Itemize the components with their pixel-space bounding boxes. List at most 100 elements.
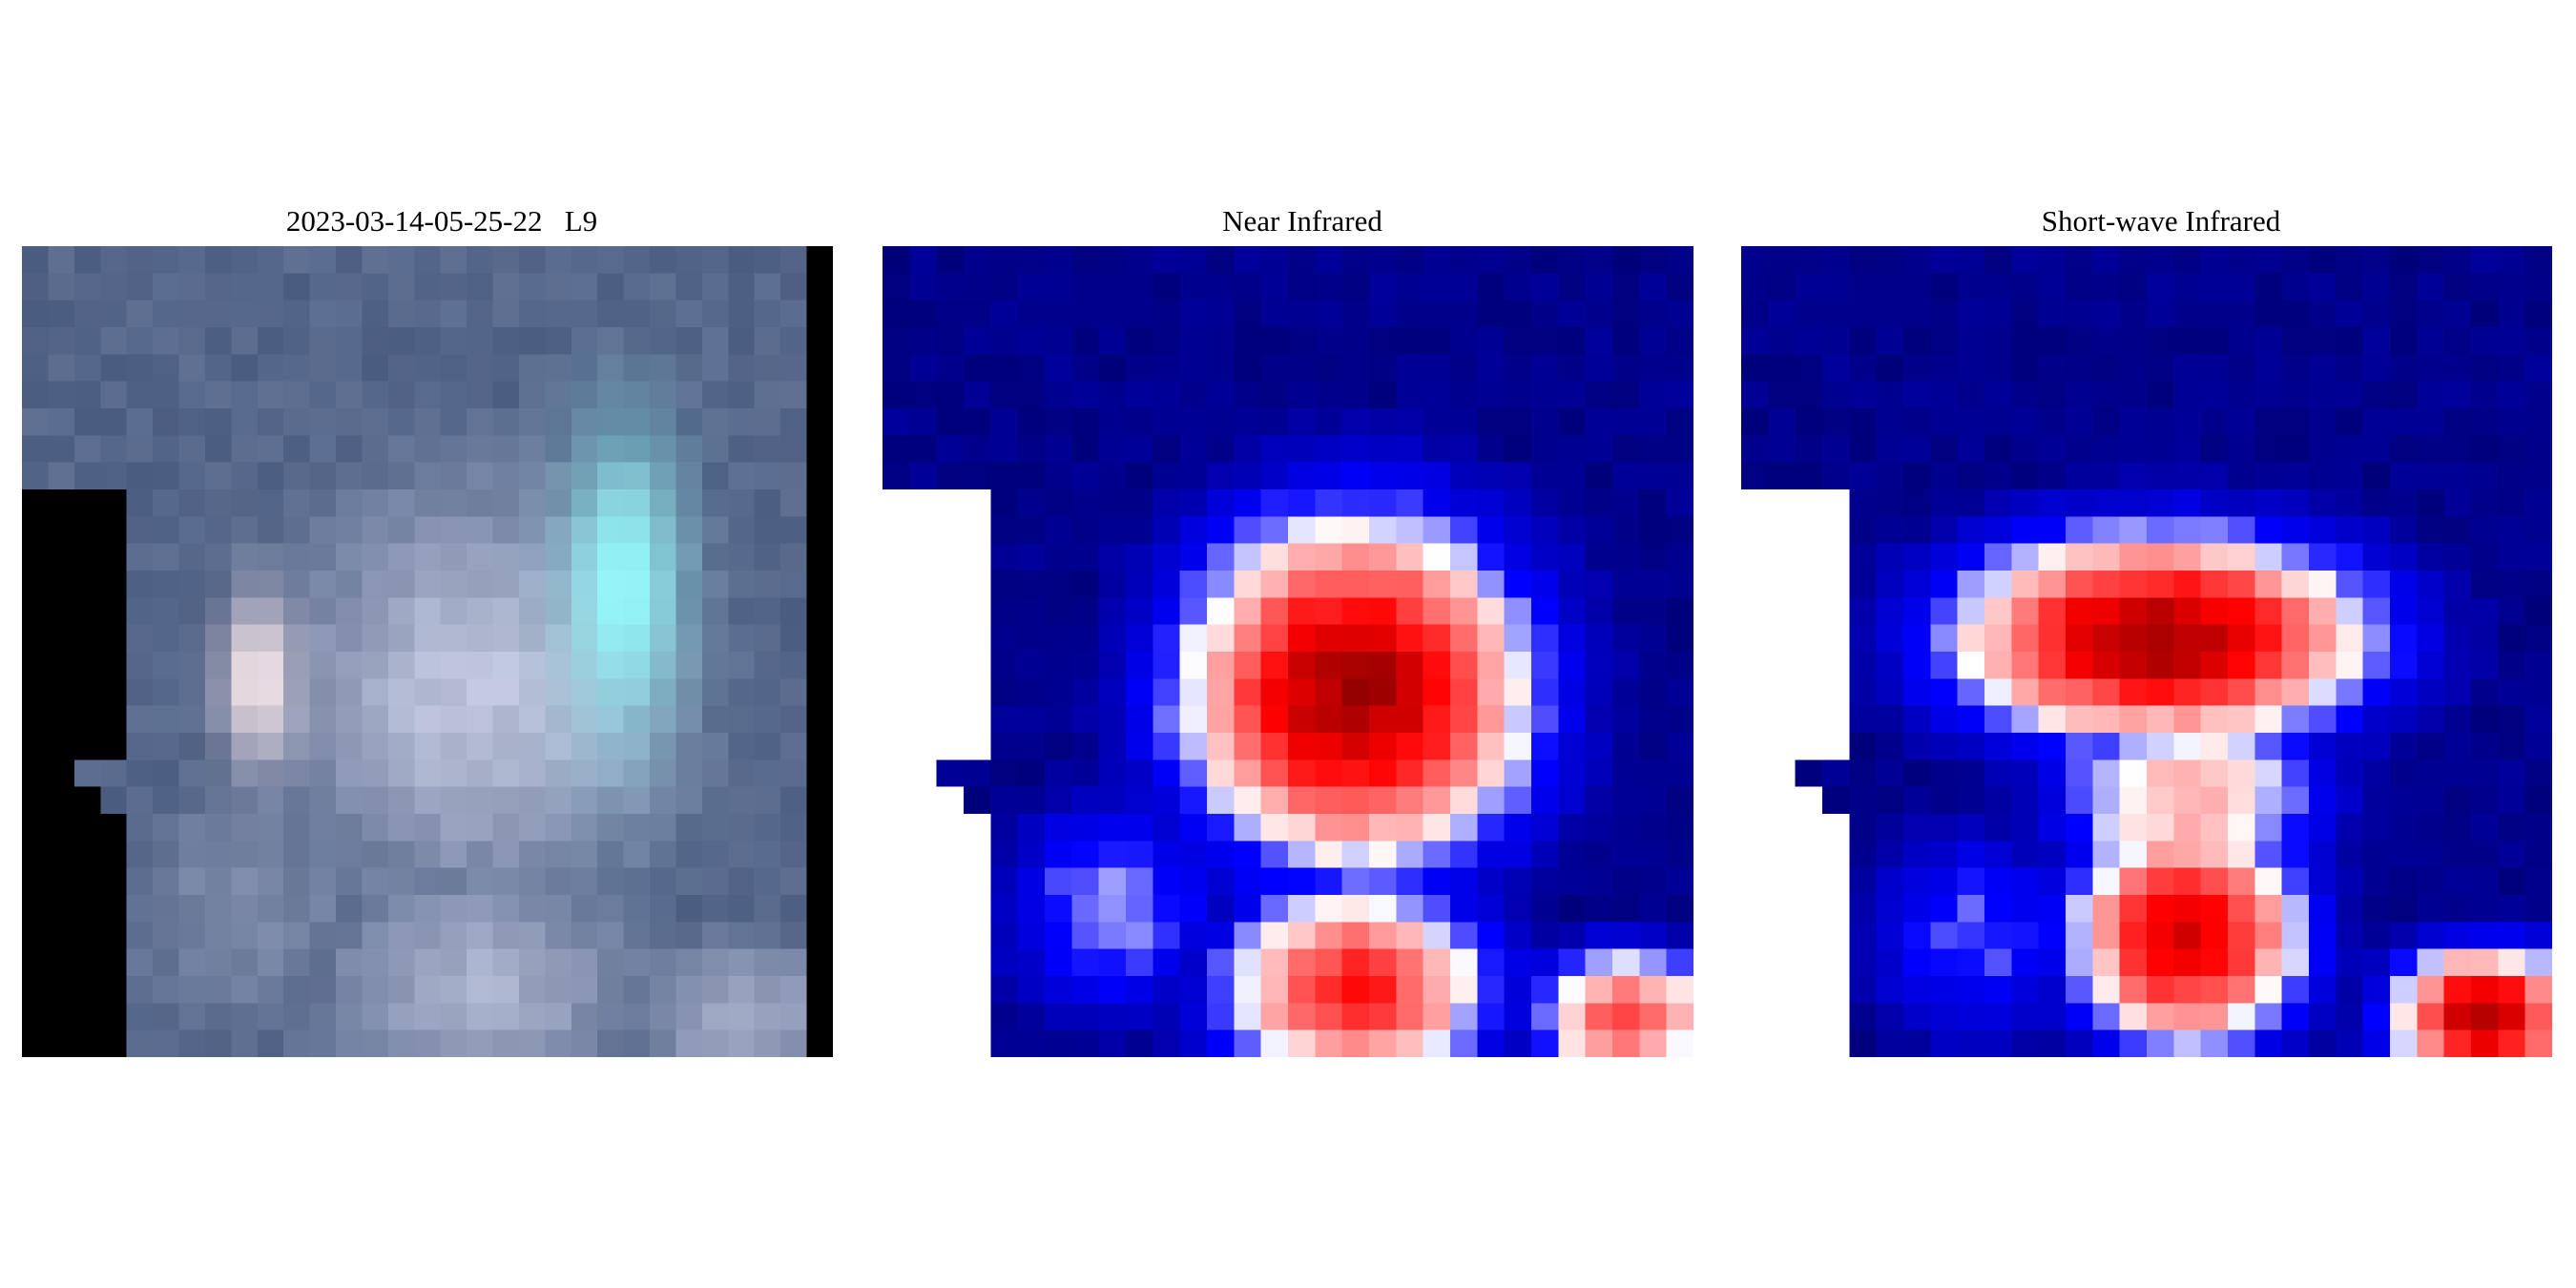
image-pixel <box>1666 759 1693 788</box>
image-pixel <box>204 759 232 788</box>
image-pixel <box>754 624 781 653</box>
image-pixel <box>2038 462 2067 490</box>
image-pixel <box>780 814 808 841</box>
image-pixel <box>1984 1029 2012 1057</box>
image-pixel <box>1450 462 1478 490</box>
image-pixel <box>1531 1029 1559 1057</box>
image-pixel <box>909 733 938 760</box>
image-pixel <box>936 543 965 571</box>
image-pixel <box>990 976 1019 1004</box>
image-pixel <box>1531 354 1559 383</box>
image-pixel <box>701 597 729 626</box>
image-pixel <box>780 462 808 490</box>
image-pixel <box>1179 327 1208 355</box>
image-pixel <box>1098 381 1127 409</box>
image-pixel <box>1423 246 1451 274</box>
image-pixel <box>1369 300 1397 328</box>
image-pixel <box>1341 408 1370 436</box>
image-pixel <box>1260 273 1289 301</box>
image-pixel <box>126 867 154 896</box>
image-pixel <box>2092 300 2121 328</box>
image-pixel <box>153 922 180 950</box>
image-pixel <box>1930 381 1959 409</box>
image-pixel <box>1423 597 1451 626</box>
image-pixel <box>126 246 154 274</box>
image-pixel <box>257 867 284 896</box>
image-pixel <box>1369 246 1397 274</box>
image-pixel <box>1585 895 1613 923</box>
image-pixel <box>1612 922 1640 950</box>
image-pixel <box>1903 867 1931 896</box>
image-pixel <box>2524 948 2552 977</box>
image-pixel <box>257 1029 284 1057</box>
image-pixel <box>650 571 677 598</box>
image-pixel <box>204 922 232 950</box>
image-pixel <box>126 652 154 679</box>
image-pixel <box>1558 705 1587 734</box>
image-pixel <box>100 597 128 626</box>
image-pixel <box>1639 624 1668 653</box>
image-pixel <box>623 948 651 977</box>
image-pixel <box>1423 381 1451 409</box>
image-pixel <box>48 408 75 436</box>
image-pixel <box>1179 841 1208 869</box>
image-pixel <box>309 435 337 464</box>
image-pixel <box>1903 705 1931 734</box>
image-pixel <box>387 652 415 679</box>
image-pixel <box>1423 571 1451 598</box>
image-pixel <box>467 733 494 760</box>
image-pixel <box>231 867 259 896</box>
image-pixel <box>571 948 598 977</box>
image-pixel <box>283 976 311 1004</box>
image-pixel <box>257 624 284 653</box>
image-pixel <box>1315 922 1343 950</box>
image-pixel <box>1957 652 1985 679</box>
image-pixel <box>1741 381 1769 409</box>
image-pixel <box>1207 462 1235 490</box>
image-pixel <box>1612 1029 1640 1057</box>
image-pixel <box>1153 759 1181 788</box>
image-pixel <box>990 948 1019 977</box>
image-pixel <box>1612 814 1640 841</box>
image-pixel <box>2498 246 2526 274</box>
image-pixel <box>2281 976 2310 1004</box>
image-pixel <box>283 922 311 950</box>
image-pixel <box>48 733 75 760</box>
image-pixel <box>1126 462 1153 490</box>
image-pixel <box>571 922 598 950</box>
image-pixel <box>204 867 232 896</box>
image-pixel <box>1098 922 1127 950</box>
image-pixel <box>1639 867 1668 896</box>
image-pixel <box>936 867 965 896</box>
image-pixel <box>1876 624 1904 653</box>
image-pixel <box>1612 435 1640 464</box>
image-pixel <box>2147 354 2174 383</box>
image-pixel <box>806 327 833 355</box>
image-pixel <box>2471 408 2499 436</box>
image-pixel <box>1126 624 1153 653</box>
image-pixel <box>780 1003 808 1031</box>
image-pixel <box>48 571 75 598</box>
image-pixel <box>387 516 415 545</box>
image-pixel <box>2066 571 2093 598</box>
image-pixel <box>1450 597 1478 626</box>
image-pixel <box>650 895 677 923</box>
image-pixel <box>2281 867 2310 896</box>
image-pixel <box>1558 678 1587 707</box>
image-pixel <box>1822 624 1850 653</box>
image-pixel <box>1984 489 2012 517</box>
image-pixel <box>153 867 180 896</box>
image-pixel <box>73 922 101 950</box>
image-pixel <box>1612 300 1640 328</box>
image-pixel <box>257 273 284 301</box>
image-pixel <box>909 462 938 490</box>
image-pixel <box>1071 705 1100 734</box>
image-pixel <box>2417 273 2445 301</box>
image-pixel <box>204 624 232 653</box>
image-pixel <box>1315 948 1343 977</box>
image-pixel <box>1260 976 1289 1004</box>
image-pixel <box>1153 733 1181 760</box>
image-pixel <box>2228 489 2255 517</box>
image-pixel <box>309 327 337 355</box>
image-pixel <box>1504 841 1532 869</box>
